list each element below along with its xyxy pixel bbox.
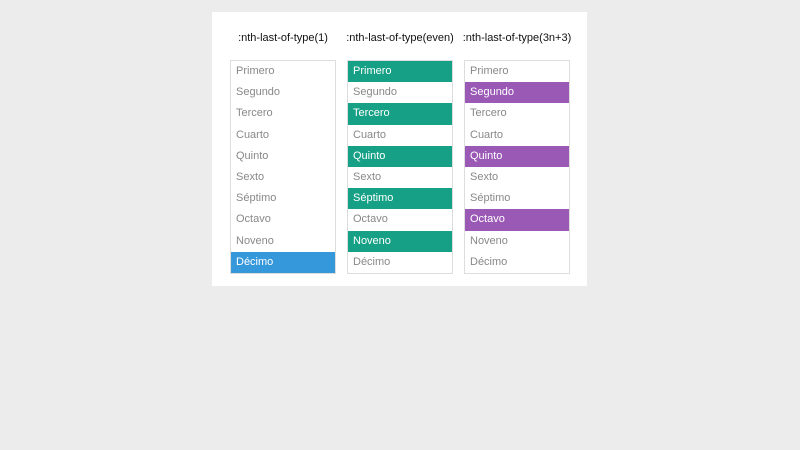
list-item: Quinto [348, 145, 452, 167]
list-item: Primero [236, 65, 275, 77]
list-item: Primero [470, 65, 509, 77]
list-item: Cuarto [470, 128, 504, 141]
column-title: :nth-last-of-type(even) [346, 32, 454, 44]
list-item: Sexto [236, 170, 265, 183]
list-item: Sexto [353, 170, 382, 183]
list-item: Primero [348, 61, 452, 83]
item-list: Primero Segundo Tercero Cuarto Quinto Sexto Sé… [464, 60, 570, 274]
list-item: Noveno [348, 230, 452, 252]
list-item: Octavo [236, 213, 271, 226]
list-item: Décimo [231, 251, 335, 273]
list-item: Séptimo [348, 188, 452, 210]
list-item: Sexto [470, 170, 499, 183]
list-item: Quinto [236, 149, 269, 162]
list-item: Noveno [236, 234, 274, 247]
list-item: Quinto [465, 145, 569, 167]
item-list: Primero Segundo Tercero Cuarto Quinto Sexto Sé… [230, 60, 336, 274]
item-list: Primero Segundo Tercero Cuarto Quinto Sexto Sé… [347, 60, 453, 274]
list-item: Tercero [470, 107, 507, 120]
list-item: Décimo [353, 255, 391, 268]
demo-panel: :nth-last-of-type(1) Primero Segundo Terce… [212, 12, 587, 286]
list-item: Cuarto [353, 128, 387, 141]
list-item: Noveno [470, 234, 508, 247]
column-title: :nth-last-of-type(3n+3) [462, 32, 572, 44]
list-item: Octavo [465, 209, 569, 231]
list-item: Segundo [236, 86, 281, 99]
list-item: Tercero [348, 103, 452, 125]
list-item: Tercero [236, 107, 273, 120]
list-item: Cuarto [236, 128, 270, 141]
list-item: Séptimo [236, 192, 277, 205]
list-item: Octavo [353, 213, 388, 226]
list-item: Segundo [353, 86, 398, 99]
list-item: Séptimo [470, 192, 511, 205]
column-title: :nth-last-of-type(1) [238, 32, 328, 44]
list-item: Décimo [470, 255, 508, 268]
list-item: Segundo [465, 82, 569, 104]
